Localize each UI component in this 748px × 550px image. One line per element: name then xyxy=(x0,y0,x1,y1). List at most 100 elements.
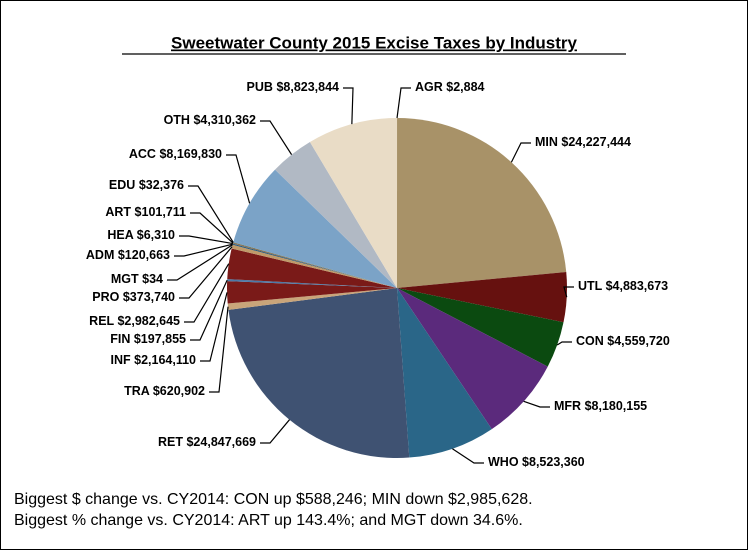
leader-line xyxy=(343,87,354,125)
slice-category: ART xyxy=(105,205,131,219)
slice-category: AGR xyxy=(415,80,443,94)
leader-line xyxy=(167,244,233,281)
leader-line xyxy=(260,419,290,444)
slice-value: $24,227,444 xyxy=(561,135,631,149)
slice-category: MIN xyxy=(535,135,558,149)
slice-value: $4,883,673 xyxy=(606,279,669,293)
pie-slice xyxy=(227,279,397,288)
slice-value: $4,310,362 xyxy=(193,113,256,127)
slice-category: MFR xyxy=(554,399,581,413)
slice-label: WHO $8,523,360 xyxy=(488,455,585,469)
slice-value: $6,310 xyxy=(137,228,175,242)
leader-line xyxy=(452,448,484,464)
slice-label: AGR $2,884 xyxy=(415,80,485,94)
pie-slice xyxy=(397,288,548,430)
slice-label: REL $2,982,645 xyxy=(89,314,180,328)
slice-value: $8,523,360 xyxy=(522,455,585,469)
pie-slice xyxy=(231,244,397,288)
slice-label: MIN $24,227,444 xyxy=(535,135,631,149)
slice-label: RET $24,847,669 xyxy=(158,435,256,449)
slice-value: $2,884 xyxy=(446,80,484,94)
leader-line xyxy=(226,154,251,204)
slice-category: PRO xyxy=(92,290,119,304)
pie-slice xyxy=(233,169,397,288)
slice-category: CON xyxy=(576,334,604,348)
slice-category: FIN xyxy=(110,332,130,346)
slice-value: $120,663 xyxy=(118,248,170,262)
pie-slice xyxy=(228,288,410,458)
slice-label: ACC $8,169,830 xyxy=(129,147,222,161)
leader-line xyxy=(184,263,230,323)
leader-line xyxy=(563,286,574,298)
slice-category: TRA xyxy=(124,384,150,398)
pie-slice xyxy=(232,242,397,288)
slice-label: ART $101,711 xyxy=(105,205,186,219)
slice-label: OTH $4,310,362 xyxy=(164,113,256,127)
leader-line xyxy=(556,341,572,346)
slice-label: MFR $8,180,155 xyxy=(554,399,647,413)
slice-value: $8,180,155 xyxy=(585,399,648,413)
slice-category: MGT xyxy=(111,272,139,286)
slice-label: MGT $34 xyxy=(111,272,163,286)
slice-category: REL xyxy=(89,314,114,328)
pie-slice xyxy=(397,288,564,367)
slice-value: $620,902 xyxy=(153,384,205,398)
slice-label: UTL $4,883,673 xyxy=(578,279,668,293)
slice-category: OTH xyxy=(164,113,190,127)
pie-slice xyxy=(275,141,397,288)
slice-value: $34 xyxy=(142,272,163,286)
chart-title: Sweetwater County 2015 Excise Taxes by I… xyxy=(171,33,578,52)
leader-line xyxy=(179,235,234,245)
annotation: Biggest % change vs. CY2014: ART up 143.… xyxy=(14,512,523,529)
leader-line xyxy=(190,279,228,341)
slice-value: $101,711 xyxy=(135,205,186,219)
slice-value: $2,982,645 xyxy=(117,314,180,328)
slice-value: $32,376 xyxy=(139,178,184,192)
slice-label: CON $4,559,720 xyxy=(576,334,670,348)
slice-value: $8,823,844 xyxy=(276,80,339,94)
slice-category: RET xyxy=(158,435,183,449)
slice-category: WHO xyxy=(488,455,519,469)
slice-category: INF xyxy=(111,353,132,367)
annotation: Biggest $ change vs. CY2014: CON up $588… xyxy=(14,491,533,508)
pie-slice xyxy=(397,271,567,323)
leader-line xyxy=(209,306,229,393)
pie-slice xyxy=(309,118,397,288)
slice-value: $8,169,830 xyxy=(159,147,222,161)
slice-label: INF $2,164,110 xyxy=(111,353,197,367)
leader-line xyxy=(190,212,234,244)
pie-slice xyxy=(227,288,397,310)
slice-category: UTL xyxy=(578,279,603,293)
pie-slice xyxy=(233,242,397,288)
slice-label: FIN $197,855 xyxy=(110,332,186,346)
slice-category: ACC xyxy=(129,147,156,161)
pie-slice xyxy=(397,288,492,458)
slice-label: EDU $32,376 xyxy=(109,178,184,192)
slice-value: $2,164,110 xyxy=(134,353,196,367)
leader-line xyxy=(179,246,233,299)
pie-slice xyxy=(397,118,567,288)
pie-slice xyxy=(227,281,397,304)
slice-label: PRO $373,740 xyxy=(92,290,175,304)
slice-value: $24,847,669 xyxy=(186,435,256,449)
leader-line xyxy=(396,87,411,119)
slice-value: $373,740 xyxy=(123,290,175,304)
leader-line xyxy=(188,185,234,243)
leader-line xyxy=(510,142,531,163)
slice-category: PUB xyxy=(247,80,273,94)
slice-label: TRA $620,902 xyxy=(124,384,205,398)
slice-label: HEA $6,310 xyxy=(107,228,175,242)
pie-slice xyxy=(232,243,397,288)
pie-slice xyxy=(232,243,397,288)
leader-line xyxy=(174,243,233,257)
pie-slice xyxy=(227,248,397,288)
leader-line xyxy=(523,400,550,408)
leader-line xyxy=(200,292,228,362)
slice-category: HEA xyxy=(107,228,133,242)
leader-line xyxy=(260,120,293,155)
slice-label: ADM $120,663 xyxy=(86,248,170,262)
slice-category: EDU xyxy=(109,178,135,192)
slice-category: ADM xyxy=(86,248,114,262)
pie-slice xyxy=(232,244,397,288)
